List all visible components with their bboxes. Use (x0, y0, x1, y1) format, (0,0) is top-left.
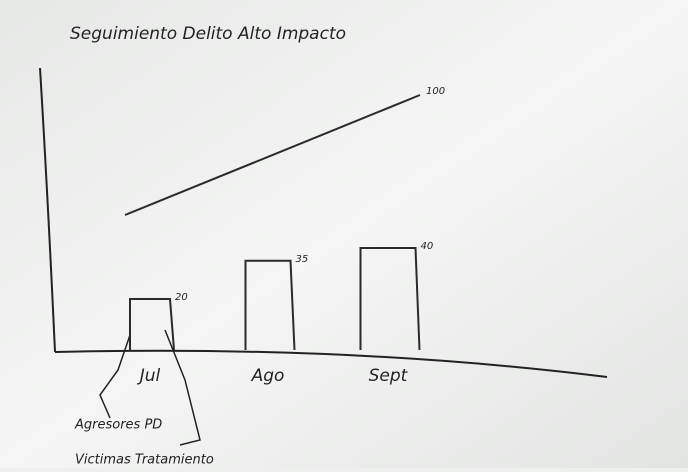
annotation: Agresores PD (74, 418, 162, 433)
chart-title: Seguimiento Delito Alto Impacto (70, 24, 346, 44)
annotation-arrow (164, 329, 201, 446)
data-label: 40 (421, 241, 434, 252)
target-label: 100 (426, 86, 445, 97)
annotation-arrow (99, 334, 131, 419)
target-line (124, 94, 421, 216)
data-label: 20 (175, 292, 188, 303)
y-axis (39, 67, 56, 353)
bar (244, 259, 296, 351)
bar (359, 247, 421, 351)
x-tick-label: Ago (251, 366, 285, 386)
x-tick-label: Jul (137, 366, 161, 386)
data-label: 35 (296, 254, 309, 265)
x-tick-label: Sept (369, 366, 409, 386)
annotation: Victimas Tratamiento (75, 453, 214, 468)
x-axis (54, 349, 608, 378)
bar (129, 298, 175, 351)
